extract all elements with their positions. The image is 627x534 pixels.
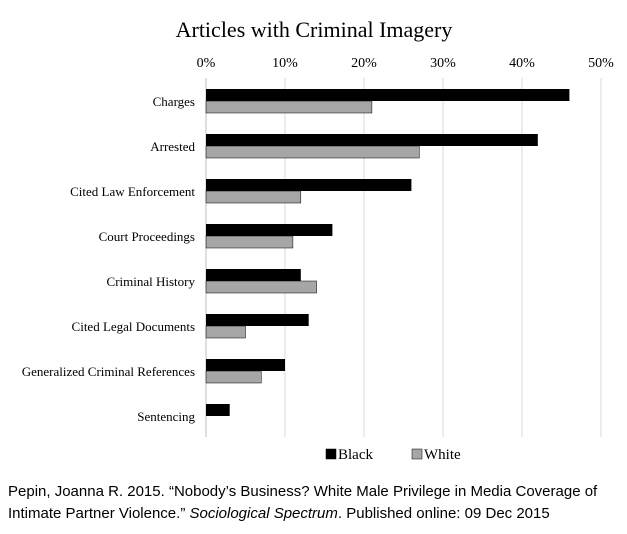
x-tick-label: 10%: [272, 56, 298, 71]
citation-text-end: . Published online: 09 Dec 2015: [337, 505, 550, 522]
legend-swatch-white: [411, 448, 423, 460]
bar-black: [206, 404, 230, 416]
bar-white: [205, 325, 246, 339]
bar-black: [206, 269, 301, 281]
bar-black: [206, 179, 412, 191]
x-tick-label: 50%: [588, 56, 614, 71]
bar-black: [206, 89, 570, 101]
legend-label-black: Black: [338, 447, 373, 463]
bar-white: [205, 100, 373, 114]
x-tick-label: 20%: [351, 56, 377, 71]
gridlines: [205, 78, 602, 437]
bar-black: [206, 224, 333, 236]
x-tick-label: 30%: [430, 56, 456, 71]
category-label: Sentencing: [137, 409, 195, 424]
category-labels: Charges Arrested Cited Law Enforcement Cour…: [22, 94, 196, 424]
bar-black: [206, 134, 538, 146]
category-label: Court Proceedings: [99, 229, 195, 244]
citation-journal: Sociological Spectrum: [189, 505, 338, 522]
bar-chart: Articles with Criminal Imagery 0% 10% 20% 3…: [22, 17, 615, 463]
x-axis-ticks: 0% 10% 20% 30% 40% 50%: [197, 56, 615, 71]
category-label: Arrested: [150, 139, 195, 154]
bar-black: [206, 314, 309, 326]
citation-text: Pepin, Joanna R. 2015. “Nobody’s Busines…: [8, 483, 598, 522]
chart-title: Articles with Criminal Imagery: [176, 17, 453, 42]
bar-white: [205, 145, 420, 159]
x-tick-label: 0%: [197, 56, 216, 71]
legend: Black White: [325, 447, 461, 463]
category-label: Criminal History: [107, 274, 196, 289]
category-label: Generalized Criminal References: [22, 364, 195, 379]
category-label: Cited Law Enforcement: [70, 184, 195, 199]
bar-white: [205, 370, 262, 384]
bar-white: [205, 280, 317, 294]
category-label: Charges: [153, 94, 195, 109]
bar-white: [205, 190, 302, 204]
bar-white: [205, 235, 294, 249]
bar-black: [206, 359, 285, 371]
category-label: Cited Legal Documents: [72, 319, 195, 334]
citation: Pepin, Joanna R. 2015. “Nobody’s Busines…: [8, 481, 620, 525]
legend-swatch-black: [325, 448, 337, 460]
x-tick-label: 40%: [509, 56, 535, 71]
legend-label-white: White: [424, 447, 461, 463]
bars: [205, 89, 570, 416]
